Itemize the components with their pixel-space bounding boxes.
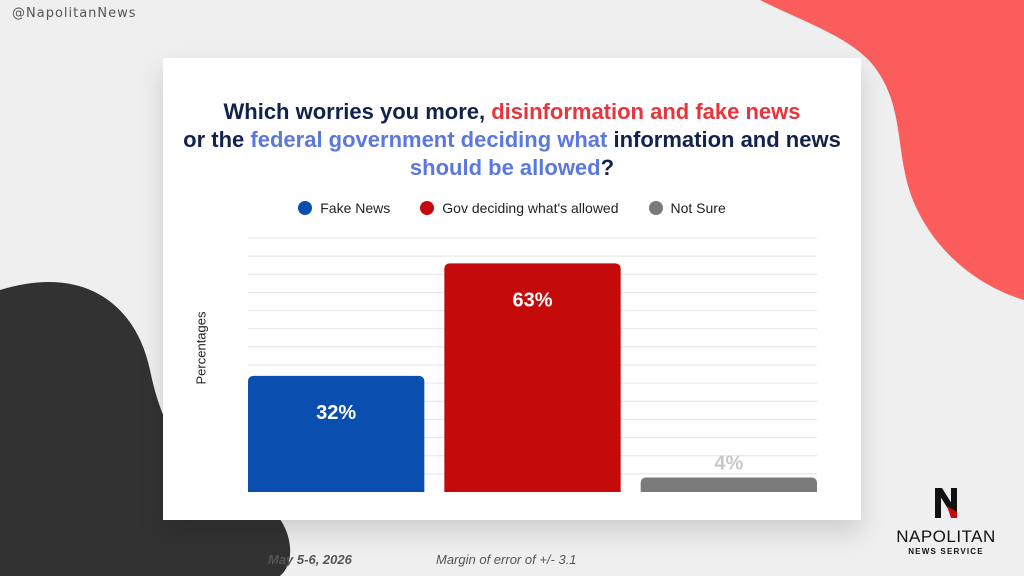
legend-item-not-sure[interactable]: Not Sure — [648, 200, 726, 216]
legend-label-not-sure: Not Sure — [670, 200, 726, 216]
data-label-not-sure: 4% — [714, 452, 743, 474]
chart-card: Which worries you more, disinformation a… — [163, 58, 861, 520]
social-handle: @NapolitanNews — [12, 6, 137, 21]
logo-name: NAPOLITAN — [896, 527, 996, 546]
legend-label-fake-news: Fake News — [320, 200, 391, 216]
napolitan-logo: NAPOLITAN NEWS SERVICE — [890, 486, 1002, 556]
data-label-fake-news: 32% — [316, 402, 356, 424]
coral-blob — [760, 0, 1024, 300]
poll-date: May 5-6, 2026 — [268, 552, 352, 567]
margin-of-error: Margin of error of +/- 3.1 — [436, 552, 577, 567]
bar-chart: 32% 63% 4% — [248, 237, 817, 492]
legend-swatch-fake-news — [298, 201, 313, 215]
bar-gov — [444, 263, 621, 492]
title-highlight-government: federal government deciding what — [250, 127, 608, 152]
chart-legend: Fake News Gov deciding what's allowed No… — [163, 200, 861, 216]
legend-swatch-gov — [420, 201, 435, 215]
legend-label-gov: Gov deciding what's allowed — [442, 200, 619, 216]
title-highlight-fake-news: disinformation and fake news — [491, 99, 801, 124]
bar-fake-news — [248, 375, 425, 492]
bar-not-sure — [640, 477, 817, 492]
legend-item-fake-news[interactable]: Fake News — [298, 200, 390, 216]
n-logo-icon — [935, 488, 957, 518]
title-part-5: information and news — [607, 127, 841, 152]
title-part-3: or the — [183, 127, 251, 152]
legend-item-gov[interactable]: Gov deciding what's allowed — [420, 200, 619, 216]
chart-title: Which worries you more, disinformation a… — [163, 98, 861, 182]
legend-swatch-not-sure — [648, 201, 663, 215]
title-highlight-allowed: should be allowed — [409, 155, 601, 180]
logo-subtitle: NEWS SERVICE — [908, 547, 984, 556]
title-part-1: Which worries you more, — [223, 99, 492, 124]
title-part-7: ? — [600, 155, 615, 180]
data-label-gov: 63% — [512, 289, 552, 311]
